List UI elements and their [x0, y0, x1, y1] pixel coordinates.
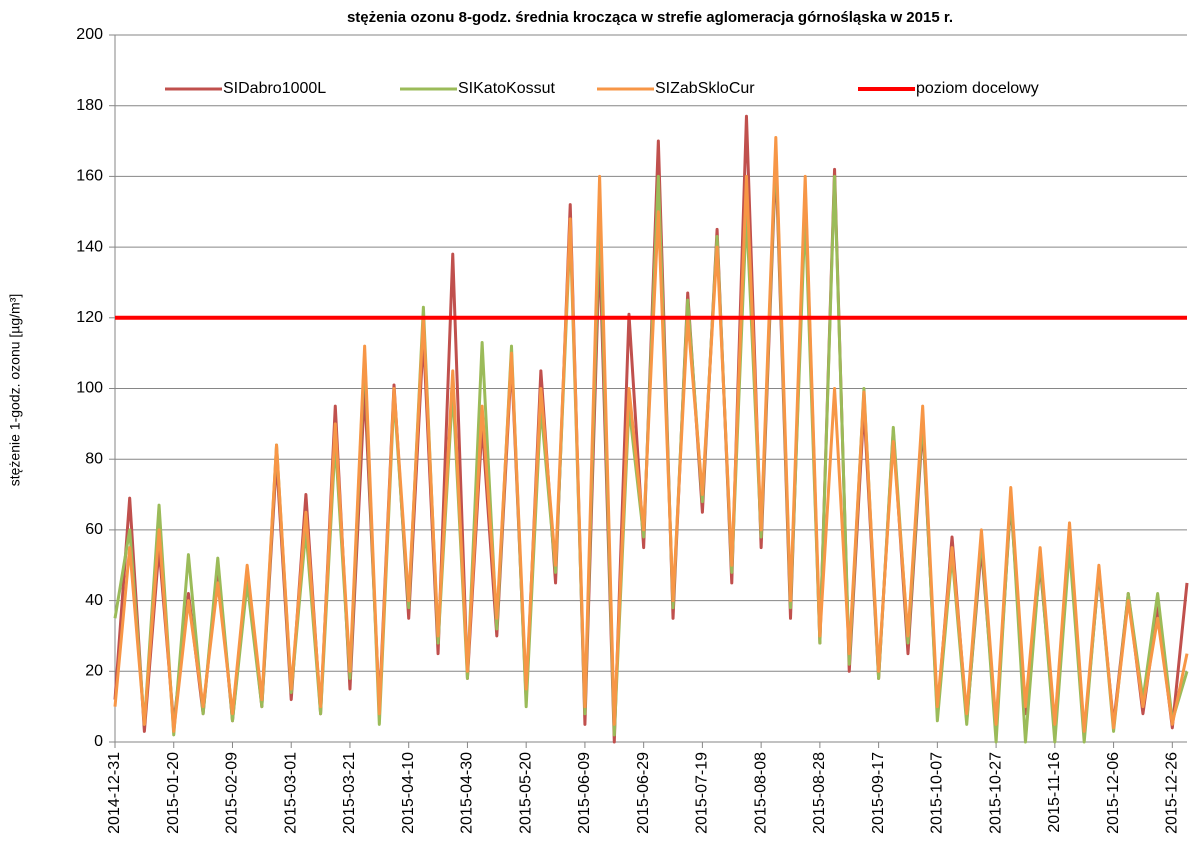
x-tick-label: 2015-12-06 [1105, 752, 1122, 834]
x-tick-label: 2015-01-20 [165, 752, 182, 834]
legend-label: SIDabro1000L [223, 80, 326, 97]
legend-label: SIKatoKossut [458, 80, 556, 97]
y-tick-label: 120 [76, 309, 103, 326]
y-tick-label: 40 [85, 592, 103, 609]
x-tick-label: 2015-03-21 [341, 752, 358, 834]
y-axis-label: stężenie 1-godz. ozonu [µg/m³] [7, 294, 23, 487]
x-tick-label: 2014-12-31 [106, 752, 123, 834]
x-tick-label: 2015-02-09 [224, 752, 241, 834]
x-tick-label: 2015-08-08 [752, 752, 769, 834]
y-tick-label: 180 [76, 97, 103, 114]
x-tick-label: 2015-04-10 [400, 752, 417, 834]
x-tick-label: 2015-06-29 [635, 752, 652, 834]
x-tick-label: 2015-08-28 [811, 752, 828, 834]
legend-label: SIZabSkloCur [655, 80, 755, 97]
series-line [113, 114, 1189, 744]
y-tick-label: 20 [85, 663, 103, 680]
legend-label: poziom docelowy [916, 80, 1039, 97]
chart-title: stężenia ozonu 8-godz. średnia krocząca … [347, 9, 953, 26]
y-tick-label: 160 [76, 168, 103, 185]
y-tick-label: 200 [76, 26, 103, 43]
x-tick-label: 2015-11-16 [1046, 752, 1063, 833]
y-tick-label: 0 [94, 733, 103, 750]
x-tick-label: 2015-10-27 [987, 752, 1004, 834]
x-tick-label: 2015-05-20 [517, 752, 534, 834]
series-line [113, 136, 1189, 733]
y-tick-label: 80 [85, 450, 103, 467]
y-tick-label: 60 [85, 521, 103, 538]
y-tick-label: 100 [76, 380, 103, 397]
y-tick-label: 140 [76, 238, 103, 255]
x-tick-label: 2015-03-01 [282, 752, 299, 834]
x-tick-label: 2015-09-17 [870, 752, 887, 834]
x-tick-label: 2015-12-26 [1164, 752, 1181, 834]
x-tick-label: 2015-04-30 [459, 752, 476, 834]
x-tick-label: 2015-10-07 [929, 752, 946, 834]
x-tick-label: 2015-06-09 [576, 752, 593, 834]
x-tick-label: 2015-07-19 [694, 752, 711, 834]
